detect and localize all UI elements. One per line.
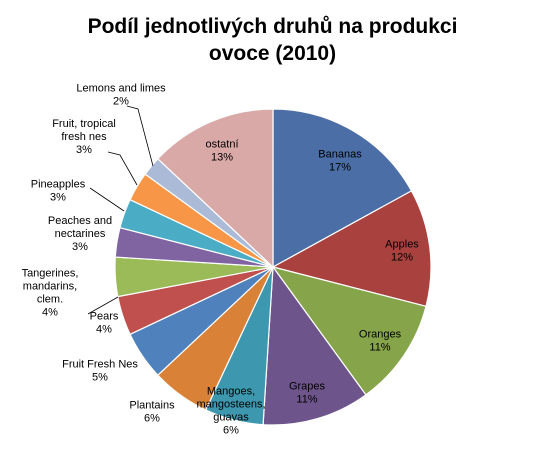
label-leader-line (126, 105, 154, 167)
slice-percent: 11% (296, 394, 317, 406)
chart-title-line-1: Podíl jednotlivých druhů na produkci (87, 15, 458, 38)
chart-title-line-2: ovoce (2010) (208, 42, 337, 65)
slice-percent: 3% (50, 192, 66, 204)
slice-percent: 3% (76, 144, 92, 156)
slice-name: ostatní (205, 139, 238, 151)
slice-name: clem. (37, 294, 63, 306)
slice-name: Apples (385, 239, 419, 251)
slice-name: nectarines (55, 228, 106, 240)
slice-percent: 3% (72, 241, 88, 253)
slice-label: Plantains 6% (129, 400, 175, 425)
slice-name: Fruit Fresh Nes (62, 359, 138, 371)
slice-name: Lemons and limes (76, 83, 166, 95)
slice-name: Grapes (289, 381, 326, 393)
slice-percent: 6% (223, 425, 239, 437)
slice-label: Pineapples 3% (31, 179, 86, 204)
pie-slice (272, 108, 413, 269)
slice-label: Peaches and nectarines 3% (48, 215, 112, 253)
slice-label: Mangoes, mangosteens, guavas 6% (196, 386, 265, 437)
slice-label: Oranges 11% (359, 329, 402, 354)
label-leader-line (107, 151, 138, 186)
slice-name: Bananas (318, 149, 362, 161)
slice-name: Fruit, tropical (52, 118, 116, 130)
pie-slice (271, 266, 427, 396)
slice-percent: 6% (144, 413, 160, 425)
slice-name: Plantains (129, 400, 175, 412)
slice-label: Fruit, tropical fresh nes 3% (52, 118, 116, 156)
slice-label: Apples 12% (385, 239, 419, 264)
slice-percent: 4% (42, 307, 58, 319)
slice-label: ostatní 13% (205, 139, 238, 164)
label-leader-line (87, 296, 119, 315)
slice-name: Pears (90, 311, 119, 323)
slice-percent: 13% (211, 152, 233, 164)
slice-label: Tangerines, mandarins, clem. 4% (22, 268, 79, 319)
label-leader-line (89, 187, 125, 212)
slice-name: Peaches and (48, 215, 112, 227)
slice-name: mangosteens, (196, 399, 265, 411)
slice-label: Lemons and limes 2% (76, 83, 166, 108)
slice-name: Tangerines, (22, 268, 79, 280)
pie-slice (262, 265, 367, 426)
slice-percent: 11% (369, 342, 390, 354)
slice-percent: 12% (391, 252, 413, 264)
slice-name: Pineapples (31, 179, 86, 191)
slice-percent: 17% (329, 162, 351, 174)
slice-name: mandarins, (23, 281, 77, 293)
slice-percent: 2% (113, 96, 129, 108)
pie-slice (156, 108, 274, 269)
slice-label: Bananas 17% (318, 149, 362, 174)
slice-name: Mangoes, (207, 386, 255, 398)
slice-label: Grapes 11% (289, 381, 326, 406)
slice-name: fresh nes (61, 131, 107, 143)
slice-percent: 5% (92, 372, 108, 384)
slice-label: Pears 4% (90, 311, 119, 336)
slice-label: Fruit Fresh Nes 5% (62, 359, 138, 384)
pie-slice (271, 190, 432, 308)
slice-name: Oranges (359, 329, 402, 341)
slice-percent: 4% (96, 324, 112, 336)
slice-name: guavas (213, 412, 249, 424)
